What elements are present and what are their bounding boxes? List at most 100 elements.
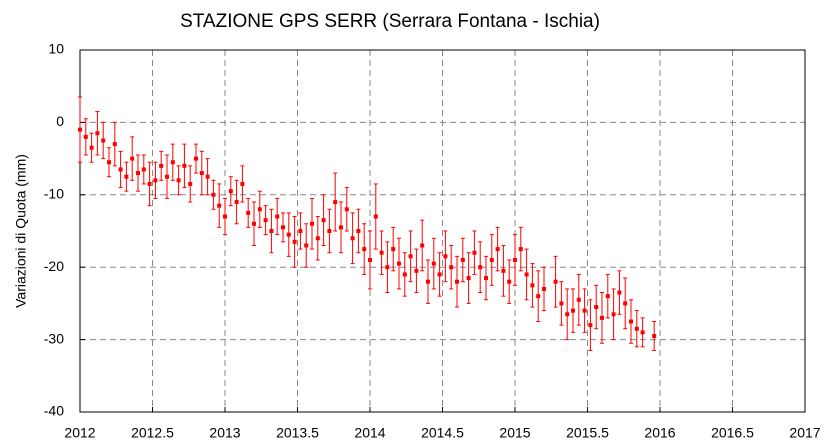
point — [385, 265, 390, 270]
point — [344, 207, 349, 212]
point — [269, 229, 274, 233]
point — [362, 247, 367, 252]
point — [559, 301, 564, 306]
plot-frame — [79, 49, 806, 413]
y-tick-label: -10 — [44, 186, 64, 202]
point — [426, 279, 430, 284]
point — [275, 214, 280, 219]
y-tick-label: -40 — [44, 403, 64, 419]
point — [234, 200, 239, 205]
point — [298, 229, 303, 233]
point — [211, 192, 216, 197]
point — [263, 218, 268, 223]
point — [478, 265, 483, 270]
point — [605, 294, 610, 299]
point — [130, 156, 135, 161]
point — [640, 330, 645, 335]
point — [460, 257, 465, 262]
point — [101, 138, 106, 143]
point — [571, 308, 575, 313]
x-tick-label: 2014 — [354, 425, 385, 441]
point — [205, 174, 210, 179]
point — [310, 221, 314, 226]
point — [223, 214, 227, 219]
x-tick-label: 2015 — [499, 425, 530, 441]
point — [327, 229, 332, 233]
point — [95, 131, 100, 136]
x-tick-label: 2015.5 — [566, 425, 609, 441]
point — [217, 203, 222, 208]
y-tick-label: 10 — [48, 41, 64, 57]
point — [321, 218, 326, 223]
point — [176, 178, 181, 183]
point — [118, 167, 123, 172]
point — [252, 221, 256, 226]
point — [495, 247, 500, 252]
point — [89, 145, 94, 150]
point — [449, 265, 454, 270]
point — [629, 319, 633, 324]
y-axis-label: Variazioni di Quota (mm) — [13, 154, 29, 308]
y-tick-label: -20 — [44, 258, 64, 274]
point — [379, 250, 384, 255]
point — [356, 229, 361, 233]
point — [124, 174, 129, 179]
point — [402, 272, 407, 277]
point — [484, 276, 488, 281]
x-tick-label: 2016 — [644, 425, 675, 441]
point — [466, 276, 471, 281]
point — [513, 257, 517, 262]
point — [333, 200, 338, 205]
point — [576, 297, 581, 302]
point — [339, 225, 343, 230]
x-tick-label: 2013.5 — [276, 425, 319, 441]
point — [553, 279, 558, 284]
point — [78, 127, 82, 132]
point — [420, 243, 425, 248]
point — [182, 163, 187, 168]
point — [634, 326, 639, 331]
point — [368, 257, 372, 262]
point — [304, 243, 309, 248]
point — [188, 181, 193, 186]
point — [107, 160, 111, 165]
point — [408, 254, 413, 259]
point — [431, 261, 436, 266]
point — [246, 210, 251, 215]
point — [472, 250, 477, 255]
chart-title: STAZIONE GPS SERR (Serrara Fontana - Isc… — [180, 11, 600, 32]
point — [147, 181, 152, 186]
point — [240, 181, 245, 186]
point — [501, 268, 506, 273]
point — [530, 283, 535, 288]
y-tick-label: -30 — [44, 330, 64, 346]
point — [518, 247, 523, 252]
point — [165, 174, 169, 179]
point — [153, 178, 158, 183]
point — [112, 142, 117, 147]
x-tick-label: 2014.5 — [421, 425, 464, 441]
point — [315, 236, 320, 241]
point — [652, 333, 657, 338]
point — [170, 160, 175, 165]
point — [617, 290, 622, 295]
point — [507, 279, 512, 284]
point — [292, 239, 297, 244]
x-tick-label: 2013 — [209, 425, 240, 441]
point — [437, 272, 442, 277]
point — [565, 312, 570, 317]
point — [194, 156, 198, 161]
point — [582, 308, 587, 313]
point — [611, 312, 616, 317]
x-tick-label: 2017 — [789, 425, 820, 441]
point — [414, 268, 419, 273]
point — [397, 261, 401, 266]
point — [536, 294, 541, 299]
point — [623, 301, 628, 306]
point — [199, 171, 204, 176]
point — [594, 305, 599, 310]
point — [489, 257, 494, 262]
point — [281, 225, 285, 230]
point — [83, 134, 88, 139]
